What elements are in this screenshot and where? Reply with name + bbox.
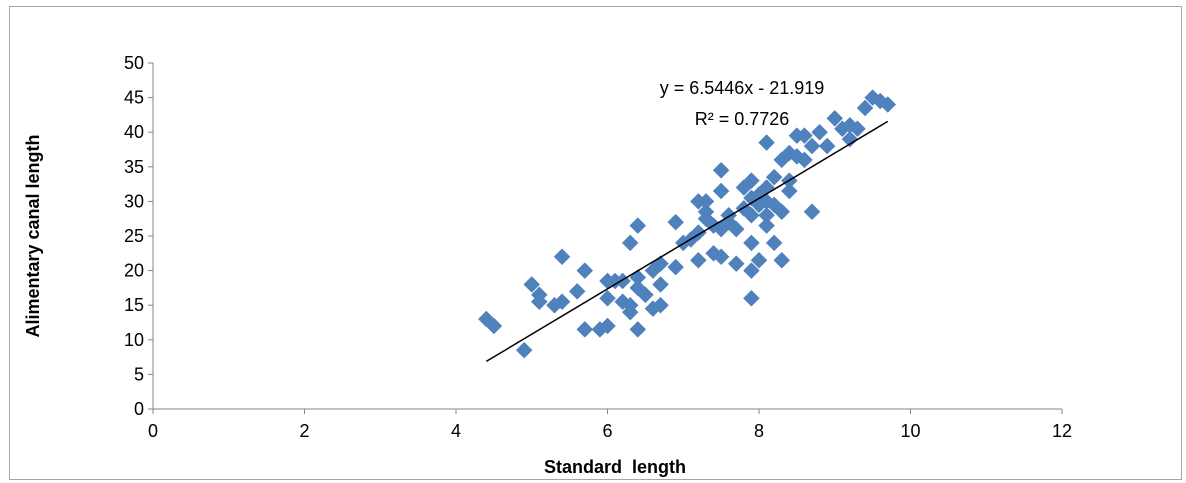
data-point xyxy=(485,317,503,335)
x-axis-title: Standard length xyxy=(544,457,686,477)
data-point xyxy=(712,248,730,266)
data-point xyxy=(743,206,760,224)
trendline-group xyxy=(485,120,889,363)
y-tick-label: 35 xyxy=(124,157,144,177)
trendline xyxy=(485,120,889,363)
y-tick-label: 25 xyxy=(124,226,144,246)
data-point xyxy=(727,220,745,238)
data-point xyxy=(599,289,616,307)
x-tick-label: 6 xyxy=(602,421,612,441)
data-point xyxy=(690,251,707,269)
data-point xyxy=(743,172,760,189)
data-point xyxy=(599,317,616,335)
data-point xyxy=(879,96,897,113)
x-tick-label: 10 xyxy=(900,421,920,441)
data-point xyxy=(697,203,715,221)
x-tick-label: 4 xyxy=(451,421,461,441)
chart-frame: 0 5 10 15 20 25 30 35 40 45 50 0 2 4 6 8 10 12 y = 6.5446… xyxy=(9,6,1182,480)
data-point xyxy=(765,168,783,186)
data-point xyxy=(576,262,594,279)
y-tick-label: 20 xyxy=(124,261,144,281)
data-point xyxy=(856,99,874,117)
data-point xyxy=(743,289,760,307)
data-point xyxy=(553,293,571,311)
data-point xyxy=(841,130,859,148)
data-point xyxy=(629,321,647,338)
data-point xyxy=(629,217,647,234)
data-point xyxy=(652,276,669,293)
data-point xyxy=(712,182,730,200)
data-point xyxy=(667,213,685,231)
trendline-r-squared: R² = 0.7726 xyxy=(695,109,790,129)
data-point xyxy=(811,123,828,141)
data-point xyxy=(750,251,768,269)
x-tick-label: 8 xyxy=(754,421,764,441)
y-tick-label: 40 xyxy=(124,122,144,142)
data-point xyxy=(773,203,791,221)
data-point xyxy=(803,137,821,155)
axes: 0 5 10 15 20 25 30 35 40 45 50 0 2 4 6 8 10 12 xyxy=(124,53,1072,441)
data-point xyxy=(652,296,669,314)
data-point xyxy=(796,127,813,145)
data-point xyxy=(523,276,541,293)
y-tick-label: 50 xyxy=(124,53,144,73)
x-tick-label: 12 xyxy=(1052,421,1072,441)
y-tick-label: 30 xyxy=(124,191,144,211)
data-point xyxy=(712,161,730,179)
data-point xyxy=(826,110,844,127)
y-tick-label: 10 xyxy=(124,330,144,350)
data-point xyxy=(621,234,639,252)
data-point xyxy=(803,203,821,221)
data-point xyxy=(758,217,775,234)
data-point xyxy=(773,251,791,269)
data-point xyxy=(667,258,685,276)
data-point xyxy=(818,137,836,155)
data-point xyxy=(765,234,783,252)
data-point xyxy=(576,321,594,338)
y-tick-label: 45 xyxy=(124,88,144,108)
data-point xyxy=(637,286,654,304)
data-point xyxy=(780,182,798,200)
data-points xyxy=(477,89,897,359)
data-point xyxy=(743,234,760,252)
data-point xyxy=(530,286,548,304)
trendline-equation: y = 6.5446x - 21.919 xyxy=(660,78,825,98)
data-point xyxy=(553,248,571,266)
scatter-chart: 0 5 10 15 20 25 30 35 40 45 50 0 2 4 6 8 10 12 y = 6.5446… xyxy=(23,53,1072,477)
y-tick-label: 15 xyxy=(124,295,144,315)
data-point xyxy=(727,255,745,273)
x-tick-label: 0 xyxy=(148,421,158,441)
data-point xyxy=(743,262,760,279)
data-point xyxy=(849,120,866,138)
data-point xyxy=(796,151,813,169)
y-tick-label: 5 xyxy=(134,364,144,384)
data-point xyxy=(758,134,775,151)
y-axis-title: Alimentary canal length xyxy=(23,134,43,337)
data-point xyxy=(515,341,533,359)
data-point xyxy=(621,296,639,314)
data-point xyxy=(568,283,586,300)
y-tick-label: 0 xyxy=(134,399,144,419)
x-tick-label: 2 xyxy=(299,421,309,441)
